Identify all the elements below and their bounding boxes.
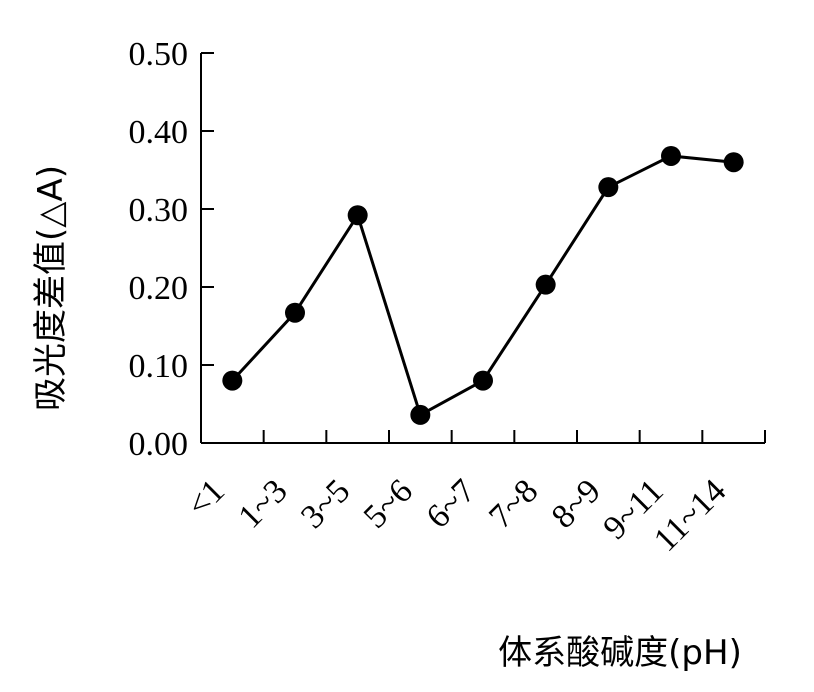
x-tick-label: <1	[180, 472, 232, 524]
x-tick-label: 5~6	[357, 472, 420, 535]
x-tick-label: 1~3	[231, 472, 294, 535]
data-point	[410, 404, 431, 425]
data-point	[473, 370, 493, 391]
axes	[200, 53, 765, 444]
x-axis-label: 体系酸碱度(pH)	[498, 633, 742, 673]
x-tick-label: 7~8	[482, 472, 545, 535]
y-tick-label: 0.10	[129, 348, 189, 385]
y-ticks: 0.00 0.10 0.20 0.30 0.40 0.50	[129, 36, 214, 463]
data-point	[661, 145, 681, 166]
data-point	[535, 274, 556, 295]
y-tick-label: 0.40	[129, 114, 189, 151]
data-point	[222, 370, 243, 391]
data-point	[723, 152, 744, 173]
x-tick-label: 8~9	[545, 472, 608, 535]
x-tick-label: 11~14	[647, 472, 733, 558]
y-tick-label: 0.50	[129, 36, 189, 73]
x-tick-label: 3~5	[294, 472, 357, 535]
y-tick-label: 0.30	[129, 192, 189, 229]
data-point	[598, 177, 619, 198]
y-tick-label: 0.20	[129, 270, 189, 307]
data-point	[285, 302, 305, 323]
x-tick-label: 6~7	[419, 472, 482, 535]
series	[222, 145, 744, 425]
y-axis-label: 吸光度差值(△A)	[31, 165, 71, 411]
data-point	[347, 205, 368, 226]
y-tick-label: 0.00	[129, 426, 189, 463]
